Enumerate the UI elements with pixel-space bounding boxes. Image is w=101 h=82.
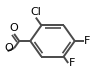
Text: Cl: Cl <box>30 7 41 17</box>
Text: F: F <box>84 36 91 46</box>
Text: O: O <box>5 43 14 53</box>
Text: F: F <box>69 58 75 68</box>
Text: O: O <box>9 23 18 33</box>
